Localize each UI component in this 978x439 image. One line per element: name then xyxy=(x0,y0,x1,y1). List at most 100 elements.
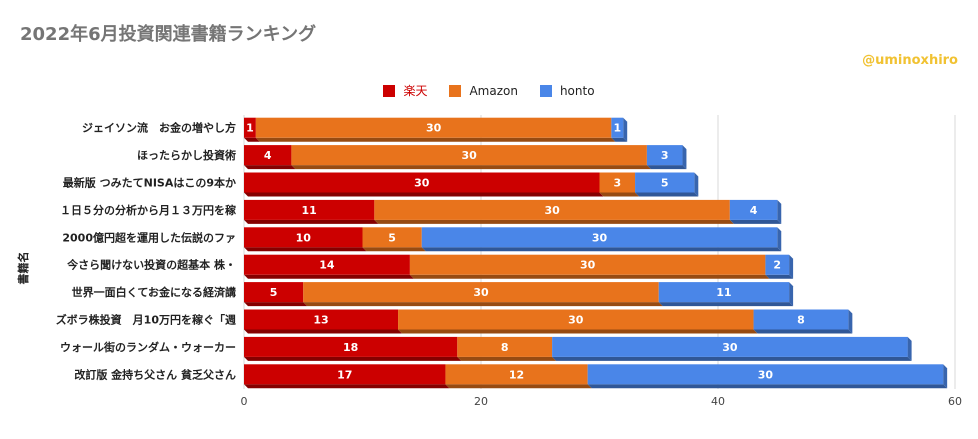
data-label: 30 xyxy=(758,368,774,381)
bar-segment-face xyxy=(587,364,944,385)
bar-segment-face xyxy=(244,309,399,330)
bar-segment xyxy=(552,336,912,361)
legend-item-rakuten[interactable]: 楽天 xyxy=(383,82,427,99)
legend-label-rakuten: 楽天 xyxy=(403,84,428,98)
bar-segment-face xyxy=(291,145,647,166)
bar-segment xyxy=(244,254,414,279)
data-label: 3 xyxy=(661,149,669,162)
bar-segment-shadow xyxy=(244,219,379,224)
bar-segment xyxy=(255,117,616,142)
bar-segment-side xyxy=(682,145,687,170)
bar-segment xyxy=(244,282,308,307)
data-label: 30 xyxy=(722,341,738,354)
category-label: 改訂版 金持ち父さん 貧乏父さん xyxy=(74,367,236,381)
bar-segment xyxy=(611,117,628,142)
bar-segment-shadow xyxy=(255,137,616,142)
label-layer: 0 20 40 60 ジェイソン流 お金の増やし方 1 30 1 ほったらかし投資術 4 30 3 最新… xyxy=(56,121,962,408)
bar-segment xyxy=(244,145,296,170)
bar-segment-face xyxy=(658,282,790,303)
bar-segment-shadow xyxy=(552,356,912,361)
data-label: 5 xyxy=(661,177,669,190)
legend-swatch-honto xyxy=(539,84,552,97)
data-label: 30 xyxy=(544,204,560,217)
category-label: 2000億円超を運用した伝説のファ xyxy=(62,230,236,244)
bar-segment xyxy=(303,282,663,307)
category-label: 最新版 つみたてNISAはこの9本か xyxy=(63,176,236,190)
bar-segment-side xyxy=(789,254,794,279)
data-label: 30 xyxy=(580,259,596,272)
bar-segment-face xyxy=(611,117,624,138)
bar-segment-face xyxy=(599,172,636,193)
legend: 楽天 Amazon honto xyxy=(0,82,978,99)
legend-swatch-rakuten xyxy=(383,84,396,97)
bar-segment-shadow xyxy=(457,356,557,361)
bar-segment-face xyxy=(635,172,695,193)
bar-segment xyxy=(409,254,770,279)
data-label: 30 xyxy=(461,149,477,162)
data-label: 10 xyxy=(296,231,312,244)
bar-segment-shadow xyxy=(244,137,260,142)
data-label: 17 xyxy=(337,368,352,381)
bar-segment-shadow xyxy=(303,302,663,307)
bar-segment-shadow xyxy=(374,219,734,224)
category-label: ウォール街のランダム・ウォーカー xyxy=(60,340,236,354)
bar-segment xyxy=(244,199,379,224)
bar-segment-face xyxy=(409,254,766,275)
bar-segment-face xyxy=(753,309,849,330)
bar-segment-shadow xyxy=(244,329,403,334)
data-label: 30 xyxy=(414,177,430,190)
legend-item-amazon[interactable]: Amazon xyxy=(449,82,518,99)
bar-segment-side xyxy=(789,282,794,307)
bar-segment xyxy=(646,145,687,170)
bar-segment xyxy=(421,227,782,252)
bar-segment-shadow xyxy=(409,274,770,279)
bar-segment xyxy=(398,309,758,334)
bar-segment-side xyxy=(623,117,628,142)
data-label: 18 xyxy=(343,341,358,354)
data-label: 30 xyxy=(568,314,584,327)
category-label: ほったらかし投資術 xyxy=(137,148,236,162)
legend-item-honto[interactable]: honto xyxy=(539,82,595,99)
category-label: 世界一面白くてお金になる経済講 xyxy=(72,285,236,299)
bar-segment xyxy=(244,172,604,197)
bar-segment xyxy=(587,364,948,389)
data-label: 11 xyxy=(302,204,317,217)
bar-segment xyxy=(599,172,640,197)
bar-segment-face xyxy=(362,227,422,248)
bar-segment-face xyxy=(255,117,612,138)
bar-segment xyxy=(244,227,367,252)
data-label: 12 xyxy=(509,368,524,381)
bar-segment-shadow xyxy=(765,274,794,279)
bar-segment-face xyxy=(552,336,908,357)
category-label: ズボラ株投資 月10万円を稼ぐ「週 xyxy=(56,313,236,327)
bar-segment-face xyxy=(244,336,458,357)
legend-label-honto: honto xyxy=(559,83,595,98)
bar-segment xyxy=(658,282,794,307)
bar-segment-shadow xyxy=(398,329,758,334)
bar-segment-face xyxy=(398,309,754,330)
bar-segment-shadow xyxy=(646,165,687,170)
bar-segment-face xyxy=(445,364,588,385)
bar-segment-face xyxy=(244,227,363,248)
x-tick-label: 0 xyxy=(241,395,248,408)
data-label: 8 xyxy=(797,314,805,327)
bar-layer xyxy=(244,117,948,389)
bar-segment-face xyxy=(421,227,778,248)
data-label: 1 xyxy=(246,122,254,135)
bar-segment-side xyxy=(777,199,782,224)
bar-segment xyxy=(765,254,794,279)
category-label: １日５分の分析から月１３万円を稼 xyxy=(60,203,236,217)
category-label: ジェイソン流 お金の増やし方 xyxy=(82,121,236,135)
data-label: 30 xyxy=(473,286,489,299)
bar-segment-side xyxy=(943,364,948,389)
bar-segment xyxy=(291,145,651,170)
data-label: 1 xyxy=(613,122,621,135)
bar-segment xyxy=(445,364,592,389)
bar-segment-shadow xyxy=(658,302,794,307)
bar-segment xyxy=(244,336,462,361)
bar-segment-shadow xyxy=(599,192,640,197)
bar-segment-shadow xyxy=(587,384,948,389)
bar-segment-face xyxy=(244,254,410,275)
